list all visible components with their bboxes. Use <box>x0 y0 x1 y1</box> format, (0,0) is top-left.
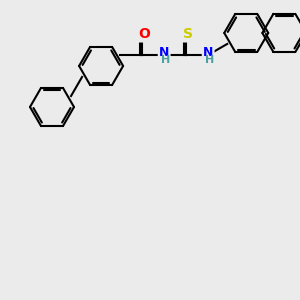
Text: O: O <box>138 27 150 41</box>
Text: H: H <box>205 55 214 65</box>
Text: N: N <box>159 46 169 59</box>
Text: H: H <box>160 55 170 65</box>
Text: N: N <box>203 46 213 59</box>
Text: S: S <box>183 27 193 41</box>
